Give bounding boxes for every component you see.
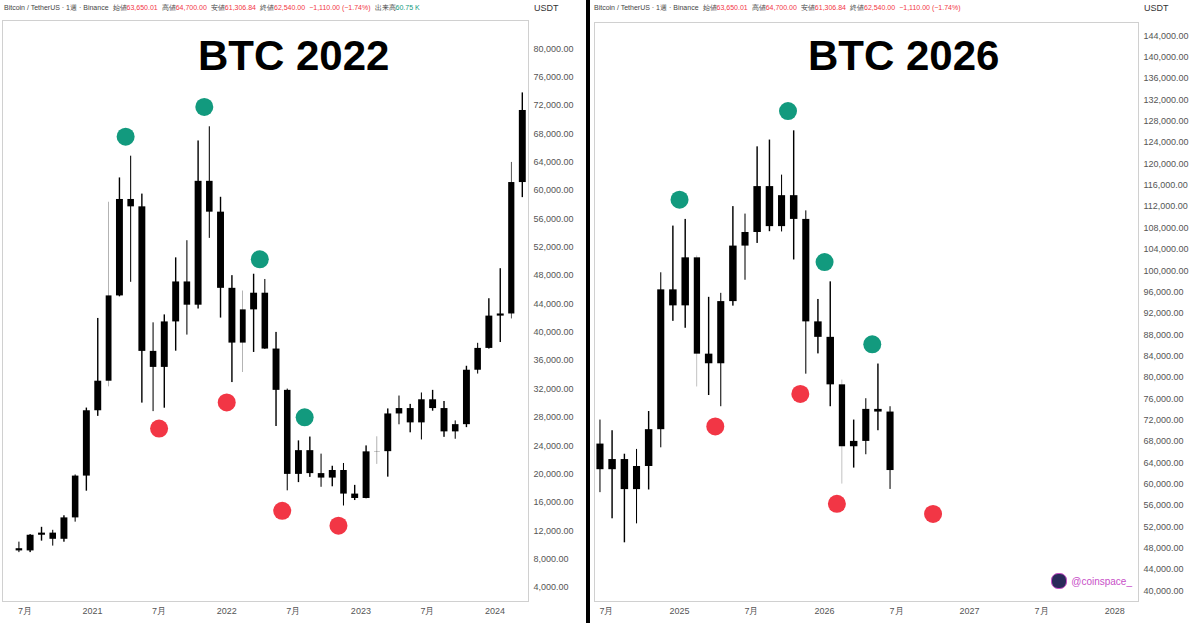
svg-text:28,000.00: 28,000.00 bbox=[534, 412, 574, 422]
html-text:−1,110.00 (−1.74%): −1,110.00 (−1.74%) bbox=[309, 4, 371, 11]
html-text:USDT: USDT bbox=[534, 3, 559, 13]
svg-text:56,000.00: 56,000.00 bbox=[1144, 500, 1184, 510]
svg-text:2028: 2028 bbox=[1105, 606, 1125, 616]
svg-text:4,000.00: 4,000.00 bbox=[534, 582, 569, 592]
html-text:始値63,650.01: 始値63,650.01 bbox=[112, 4, 158, 11]
svg-text:68,000.00: 68,000.00 bbox=[534, 129, 574, 139]
svg-text:2026: 2026 bbox=[815, 606, 835, 616]
svg-text:100,000.00: 100,000.00 bbox=[1144, 266, 1189, 276]
html-text:終値62,540.00: 終値62,540.00 bbox=[850, 4, 896, 11]
svg-text:7月: 7月 bbox=[286, 606, 300, 616]
svg-text:7月: 7月 bbox=[420, 606, 434, 616]
html-text:終値62,540.00: 終値62,540.00 bbox=[260, 4, 306, 11]
svg-text:56,000.00: 56,000.00 bbox=[534, 214, 574, 224]
html-text:Bitcoin / TetherUS · 1週 · Bina: Bitcoin / TetherUS · 1週 · Binance bbox=[4, 4, 109, 11]
html-text:安値61,306.84: 安値61,306.84 bbox=[800, 4, 846, 11]
svg-text:2024: 2024 bbox=[485, 606, 505, 616]
svg-text:72,000.00: 72,000.00 bbox=[1144, 415, 1184, 425]
html-text:高値64,700.00: 高値64,700.00 bbox=[751, 4, 797, 11]
svg-text:20,000.00: 20,000.00 bbox=[534, 469, 574, 479]
svg-text:92,000.00: 92,000.00 bbox=[1144, 308, 1184, 318]
html-text:Bitcoin / TetherUS · 1週 · Bina: Bitcoin / TetherUS · 1週 · Binance bbox=[594, 4, 699, 11]
svg-text:64,000.00: 64,000.00 bbox=[534, 157, 574, 167]
svg-text:76,000.00: 76,000.00 bbox=[534, 72, 574, 82]
html-text:BTC 2022: BTC 2022 bbox=[198, 32, 390, 79]
svg-text:48,000.00: 48,000.00 bbox=[534, 270, 574, 280]
svg-text:24,000.00: 24,000.00 bbox=[534, 441, 574, 451]
svg-text:52,000.00: 52,000.00 bbox=[534, 242, 574, 252]
svg-text:120,000.00: 120,000.00 bbox=[1144, 159, 1189, 169]
svg-text:64,000.00: 64,000.00 bbox=[1144, 458, 1184, 468]
svg-text:36,000.00: 36,000.00 bbox=[534, 355, 574, 365]
svg-text:60,000.00: 60,000.00 bbox=[1144, 479, 1184, 489]
html-text:−1,110.00 (−1.74%): −1,110.00 (−1.74%) bbox=[899, 4, 961, 11]
svg-text:112,000.00: 112,000.00 bbox=[1144, 201, 1188, 211]
svg-text:44,000.00: 44,000.00 bbox=[1144, 564, 1184, 574]
svg-text:7月: 7月 bbox=[152, 606, 166, 616]
svg-text:136,000.00: 136,000.00 bbox=[1144, 73, 1189, 83]
svg-text:8,000.00: 8,000.00 bbox=[534, 554, 569, 564]
svg-text:88,000.00: 88,000.00 bbox=[1144, 330, 1184, 340]
svg-text:7月: 7月 bbox=[889, 606, 903, 616]
svg-text:76,000.00: 76,000.00 bbox=[1144, 394, 1184, 404]
svg-text:132,000.00: 132,000.00 bbox=[1144, 95, 1189, 105]
html-text:高値64,700.00: 高値64,700.00 bbox=[161, 4, 207, 11]
svg-text:7月: 7月 bbox=[18, 606, 32, 616]
svg-text:7月: 7月 bbox=[744, 606, 758, 616]
svg-text:2023: 2023 bbox=[351, 606, 371, 616]
svg-text:128,000.00: 128,000.00 bbox=[1144, 116, 1189, 126]
svg-text:108,000.00: 108,000.00 bbox=[1144, 223, 1189, 233]
svg-text:32,000.00: 32,000.00 bbox=[534, 384, 574, 394]
svg-text:44,000.00: 44,000.00 bbox=[534, 299, 574, 309]
svg-text:48,000.00: 48,000.00 bbox=[1144, 543, 1184, 553]
html-text:USDT: USDT bbox=[1144, 3, 1169, 13]
svg-text:116,000.00: 116,000.00 bbox=[1144, 180, 1188, 190]
svg-text:68,000.00: 68,000.00 bbox=[1144, 436, 1184, 446]
html-text:安値61,306.84: 安値61,306.84 bbox=[210, 4, 256, 11]
svg-text:40,000.00: 40,000.00 bbox=[534, 327, 574, 337]
svg-text:52,000.00: 52,000.00 bbox=[1144, 522, 1184, 532]
html-text:BTC 2026: BTC 2026 bbox=[808, 32, 1000, 79]
svg-text:84,000.00: 84,000.00 bbox=[1144, 351, 1184, 361]
svg-text:7月: 7月 bbox=[1035, 606, 1049, 616]
html-text:出来高60.75 K: 出来高60.75 K bbox=[374, 4, 420, 11]
svg-text:72,000.00: 72,000.00 bbox=[534, 100, 574, 110]
svg-text:60,000.00: 60,000.00 bbox=[534, 185, 574, 195]
html-text:@coinspace_: @coinspace_ bbox=[1071, 575, 1132, 587]
svg-text:80,000.00: 80,000.00 bbox=[534, 44, 574, 54]
svg-text:40,000.00: 40,000.00 bbox=[1144, 586, 1184, 596]
svg-text:7月: 7月 bbox=[599, 606, 613, 616]
svg-text:140,000.00: 140,000.00 bbox=[1144, 52, 1189, 62]
svg-text:96,000.00: 96,000.00 bbox=[1144, 287, 1184, 297]
svg-text:2025: 2025 bbox=[670, 606, 690, 616]
svg-text:2027: 2027 bbox=[960, 606, 980, 616]
html-text:始値63,650.01: 始値63,650.01 bbox=[702, 4, 748, 11]
svg-text:124,000.00: 124,000.00 bbox=[1144, 137, 1189, 147]
svg-text:2022: 2022 bbox=[217, 606, 237, 616]
svg-text:16,000.00: 16,000.00 bbox=[534, 497, 574, 507]
svg-text:104,000.00: 104,000.00 bbox=[1144, 244, 1189, 254]
svg-text:144,000.00: 144,000.00 bbox=[1144, 31, 1189, 41]
svg-text:80,000.00: 80,000.00 bbox=[1144, 372, 1184, 382]
svg-text:2021: 2021 bbox=[83, 606, 103, 616]
svg-text:12,000.00: 12,000.00 bbox=[534, 526, 574, 536]
